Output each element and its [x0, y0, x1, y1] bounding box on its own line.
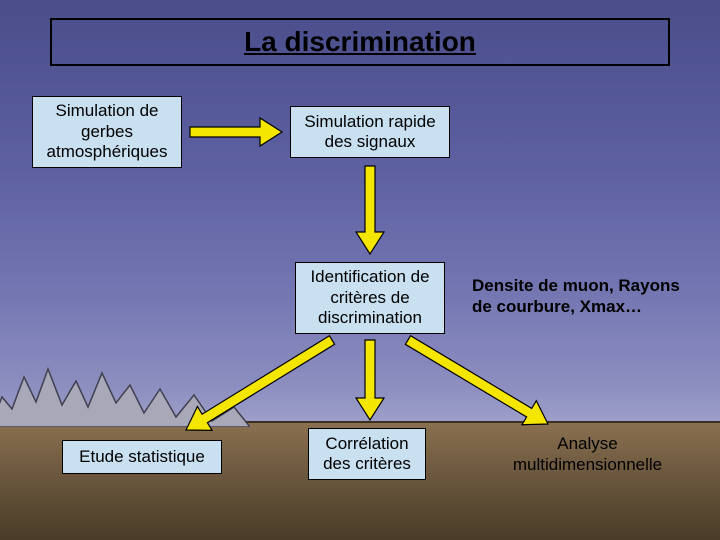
node-n1-label: Simulation degerbesatmosphériques: [47, 101, 168, 162]
title-text: La discrimination: [244, 26, 476, 58]
node-n3-label: Identification decritères dediscriminati…: [310, 267, 429, 328]
node-n3: Identification decritères dediscriminati…: [295, 262, 445, 334]
arrow-a4: [356, 340, 384, 420]
node-n1: Simulation degerbesatmosphériques: [32, 96, 182, 168]
node-n2-label: Simulation rapidedes signaux: [304, 112, 435, 153]
annotation-text: Densite de muon, Rayonsde courbure, Xmax…: [472, 275, 702, 318]
arrow-a1: [190, 118, 282, 146]
node-n5: Corrélationdes critères: [308, 428, 426, 480]
node-n6: Analysemultidimensionnelle: [490, 432, 685, 477]
arrow-a3: [186, 336, 335, 431]
node-n6-label: Analysemultidimensionnelle: [513, 434, 662, 475]
node-n4: Etude statistique: [62, 440, 222, 474]
node-n2: Simulation rapidedes signaux: [290, 106, 450, 158]
node-n4-label: Etude statistique: [79, 447, 205, 467]
title-box: La discrimination: [50, 18, 670, 66]
node-n5-label: Corrélationdes critères: [323, 434, 411, 475]
arrow-a5: [405, 336, 548, 425]
arrow-a2: [356, 166, 384, 254]
